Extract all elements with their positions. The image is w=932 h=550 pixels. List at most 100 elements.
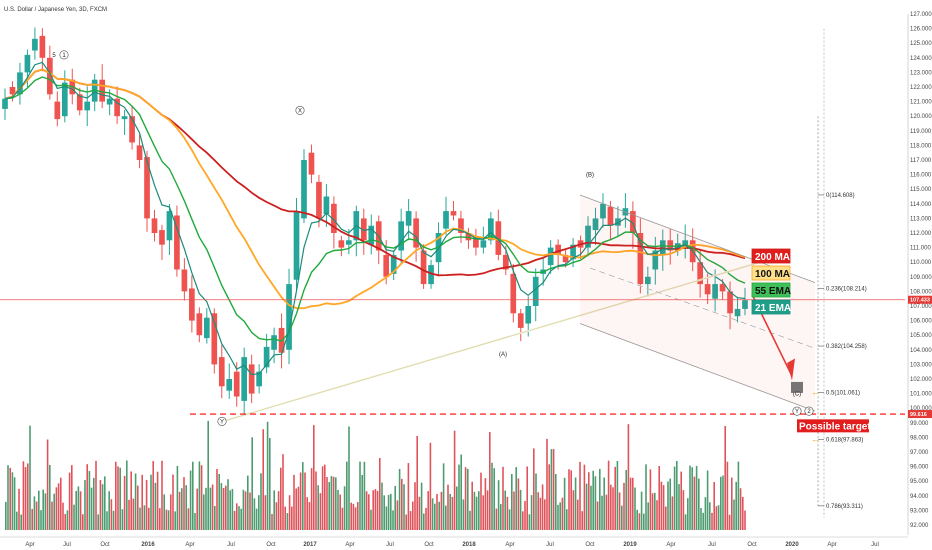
volume-bar (220, 483, 223, 530)
wave-circle (792, 406, 802, 416)
volume-bar (33, 496, 36, 530)
candle-body (652, 250, 659, 270)
volume-bar (546, 438, 548, 530)
wave-circle (59, 50, 69, 60)
volume-bar (299, 472, 302, 530)
volume-bar (271, 514, 273, 530)
volume-bar (379, 458, 381, 530)
volume-bar (618, 492, 621, 530)
volume-bar (544, 499, 546, 530)
candle-layer (2, 27, 748, 416)
volume-bar (577, 499, 579, 530)
volume-bar (702, 512, 704, 530)
y-tick-label: 95.000 (910, 479, 929, 485)
volume-bar (561, 497, 564, 530)
volume-bar (99, 479, 102, 530)
volume-bar (161, 460, 163, 530)
volume-bar (141, 474, 143, 530)
volume-bar (643, 513, 645, 530)
volume-bar (713, 482, 715, 530)
candle-body (637, 233, 644, 285)
volume-bar (38, 490, 40, 530)
volume-bar (20, 514, 22, 530)
volume-bar (557, 504, 559, 530)
volume-bar (346, 461, 348, 530)
x-tick-label: Oct (266, 542, 276, 548)
volume-bar (319, 493, 322, 530)
volume-bar (581, 511, 583, 530)
ma100-line (4, 68, 746, 310)
volume-bar (634, 487, 636, 530)
volume-bar (310, 468, 313, 530)
y-tick-label: 117.000 (910, 158, 932, 164)
volume-bar (315, 471, 317, 530)
volume-bar (207, 420, 209, 530)
volume-bar (522, 511, 524, 530)
candle-body (263, 346, 270, 368)
x-tick-label: Oct (100, 542, 110, 548)
volume-bar (566, 509, 568, 530)
volume-bar (218, 473, 220, 530)
volume-bar (150, 474, 152, 530)
volume-bar (82, 514, 84, 530)
volume-bar (343, 486, 346, 530)
volume-bar (152, 461, 154, 530)
volume-bar (680, 471, 682, 530)
chart-title: U.S. Dollar / Japanese Yen, 3D, FXCM (4, 7, 107, 13)
volume-bar (497, 480, 500, 530)
volume-bar (134, 473, 137, 530)
volume-bar (436, 494, 438, 530)
candle-body (667, 240, 674, 251)
volume-bar (460, 454, 462, 530)
legend-box (751, 248, 791, 264)
volume-bar (233, 510, 236, 530)
volume-bar (493, 468, 495, 530)
volume-bar (711, 512, 713, 530)
volume-bar (733, 499, 735, 530)
wave-circle (217, 416, 227, 426)
y-tick-label: 92.000 (910, 523, 929, 529)
candle-body (226, 379, 233, 391)
x-tick-label: Apr (827, 542, 836, 548)
volume-bar (297, 486, 300, 530)
candle-body (331, 203, 337, 233)
volume-bar (500, 504, 502, 530)
volume-bar (35, 501, 38, 530)
volume-bar (123, 475, 126, 530)
volume-bar (614, 466, 616, 530)
candle-body (607, 206, 614, 226)
wave-label: X (298, 108, 302, 114)
volume-bar (453, 430, 456, 530)
volume-bar (339, 494, 341, 530)
target-price-tag (908, 410, 932, 419)
x-tick-label: Apr (345, 542, 354, 548)
candle-body (420, 250, 427, 285)
volume-bar (720, 476, 722, 530)
candle-body (286, 284, 292, 350)
legend-box (751, 282, 791, 298)
candle-body (241, 357, 248, 401)
fib-label: 0.786(93.311) (826, 504, 863, 510)
volume-bar (365, 491, 368, 530)
candle-body (630, 211, 636, 233)
y-tick-label: 103.000 (910, 362, 932, 368)
candle-body (443, 211, 449, 229)
volume-bar (183, 477, 185, 530)
volume-bar (264, 495, 267, 530)
volume-bar (159, 508, 161, 530)
wave-c-box (791, 381, 803, 393)
volume-bar (403, 484, 405, 530)
candle-body (323, 196, 330, 215)
volume-bar (392, 510, 394, 530)
candle-body (39, 35, 46, 58)
volume-bar (275, 502, 278, 530)
volume-bar (467, 468, 469, 530)
volume-bar (64, 514, 66, 530)
candle-body (308, 152, 315, 175)
volume-bar (440, 491, 443, 530)
volume-bar (537, 492, 539, 530)
x-tick-label: Jul (708, 542, 716, 548)
volume-bar (447, 484, 449, 530)
volume-bar (306, 497, 308, 530)
volume-bar (471, 481, 473, 530)
